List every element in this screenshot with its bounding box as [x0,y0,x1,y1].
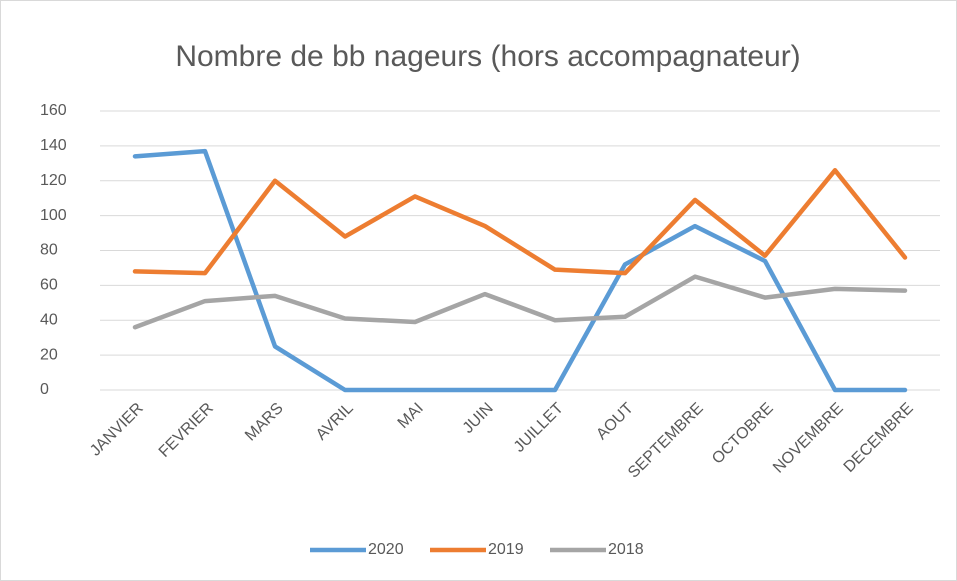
legend-label: 2018 [608,541,644,558]
y-tick-label: 80 [40,242,58,259]
y-tick-label: 60 [40,277,58,294]
y-tick-label: 120 [40,172,67,189]
y-tick-label: 40 [40,311,58,328]
y-tick-label: 0 [40,381,49,398]
series-line [132,148,908,393]
y-tick-label: 20 [40,346,58,363]
series-line [132,168,908,276]
series-line [132,274,908,330]
legend-label: 2019 [488,541,524,558]
y-tick-label: 100 [40,207,67,224]
chart-title: Nombre de bb nageurs (hors accompagnateu… [175,40,800,73]
legend-label: 2020 [368,541,404,558]
y-tick-label: 160 [40,102,67,119]
y-tick-label: 140 [40,137,67,154]
